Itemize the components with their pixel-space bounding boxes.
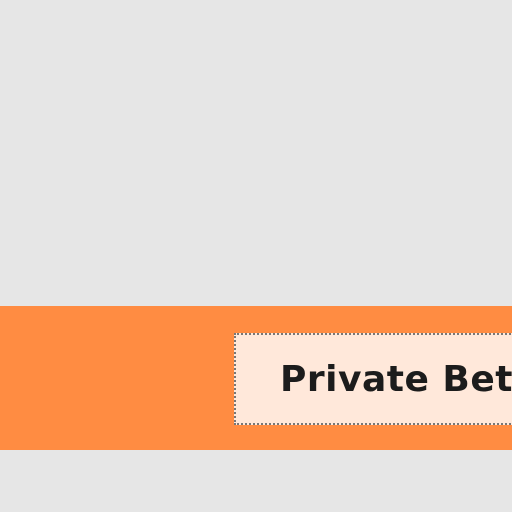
private-beta-badge[interactable]: Private Beta [234, 333, 512, 425]
badge-label: Private Beta [280, 358, 512, 400]
promo-banner: Private Beta [0, 306, 512, 450]
